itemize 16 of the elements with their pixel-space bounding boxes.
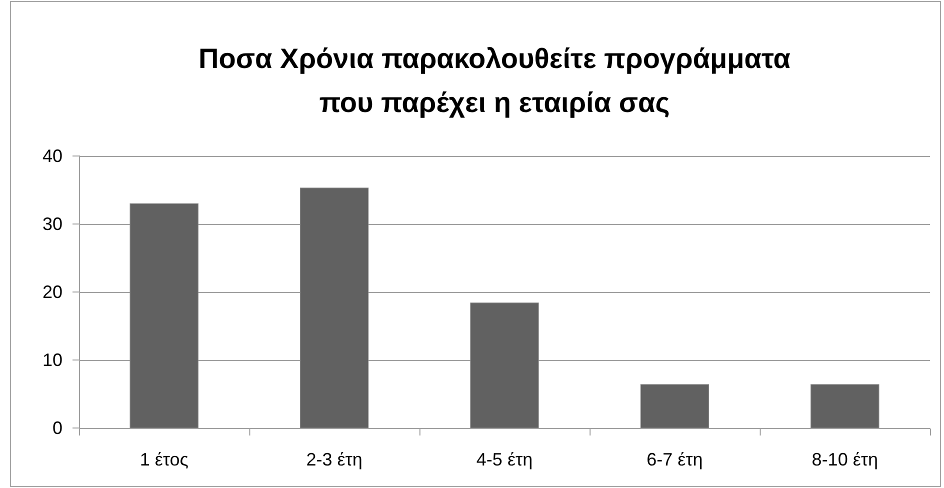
bar xyxy=(810,384,880,428)
y-tick-label: 20 xyxy=(42,282,62,302)
bar xyxy=(640,384,710,428)
x-tick-label: 4-5 έτη xyxy=(476,449,533,470)
chart-title: Ποσα Χρόνια παρακολουθείτε προγράμματα που παρέχει η εταιρία σας xyxy=(198,43,790,118)
y-tick-label: 0 xyxy=(52,418,62,438)
y-tick-label: 40 xyxy=(42,146,62,166)
bar xyxy=(470,302,539,428)
bar xyxy=(300,188,369,428)
y-tick-label: 30 xyxy=(42,214,62,234)
x-tick-label: 8-10 έτη xyxy=(812,449,878,470)
x-tick-label: 6-7 έτη xyxy=(646,449,703,470)
bar xyxy=(130,203,198,428)
x-tick-label: 2-3 έτη xyxy=(306,449,362,470)
x-tick-label: 1 έτος xyxy=(140,449,189,470)
y-tick-label: 10 xyxy=(42,350,62,370)
